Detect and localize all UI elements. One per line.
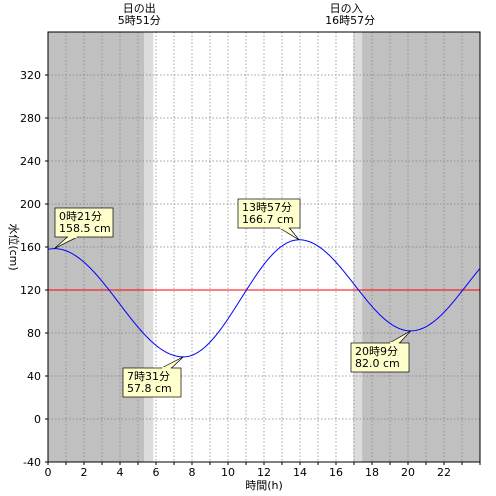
y-tick-label: 40 [27, 370, 41, 383]
axis-ticks: -40 0 40 80 120 160 200 240 280 320 0 2 4 6 8 10 12 14 16 1… [20, 69, 481, 479]
x-tick-label: 16 [329, 466, 343, 479]
callout-value-label: 158.5 cm [59, 222, 111, 235]
callout-time-label: 0時21分 [59, 210, 102, 223]
x-tick-label: 20 [401, 466, 415, 479]
series-line-layer [47, 239, 481, 358]
tide-line [47, 239, 481, 358]
callout-box [54, 207, 114, 238]
callout-box [237, 198, 301, 229]
callout-value-label: 166.7 cm [242, 213, 294, 226]
callout-joint [390, 342, 399, 344]
sunrise-time-label: 5時51分 [118, 14, 161, 27]
x-tick-label: 18 [365, 466, 379, 479]
x-axis-title: 時間(h) [245, 479, 283, 492]
x-tick-label: 22 [437, 466, 451, 479]
x-tick-label: 14 [293, 466, 307, 479]
callout-value-label: 82.0 cm [355, 357, 400, 370]
y-tick-label: 240 [20, 155, 41, 168]
y-tick-label: 0 [34, 413, 41, 426]
y-tick-label: 120 [20, 284, 41, 297]
callout-joint [280, 227, 289, 229]
sunset-label: 日の入 [330, 2, 363, 15]
callout-box [122, 367, 182, 398]
x-tick-label: 2 [81, 466, 88, 479]
x-tick-label: 0 [45, 466, 52, 479]
y-axis-title: 水位(cm) [7, 223, 21, 270]
sunset-time-label: 16時57分 [325, 14, 375, 27]
x-tick-label: 4 [117, 466, 124, 479]
callout-joint [162, 367, 171, 369]
x-tick-label: 10 [221, 466, 235, 479]
y-tick-label: 280 [20, 112, 41, 125]
callout-joint [68, 236, 77, 238]
y-tick-label: 320 [20, 69, 41, 82]
x-tick-label: 12 [257, 466, 271, 479]
y-tick-label: 200 [20, 198, 41, 211]
callout-pointer [278, 227, 300, 241]
sunrise-label: 日の出 [123, 1, 156, 15]
callout-time-label: 7時31分 [127, 370, 170, 383]
y-tick-label: -40 [23, 456, 41, 469]
y-tick-label: 160 [20, 241, 41, 254]
callout-box [350, 342, 410, 373]
callout-time-label: 13時57分 [242, 201, 292, 214]
x-tick-label: 8 [189, 466, 196, 479]
twilight-shade-morning [144, 32, 154, 462]
callout-time-label: 20時9分 [355, 345, 398, 358]
twilight-shade-evening [353, 32, 363, 462]
callout-value-label: 57.8 cm [127, 382, 172, 395]
callout-pointer [161, 356, 184, 369]
y-tick-label: 80 [27, 327, 41, 340]
x-tick-label: 6 [153, 466, 160, 479]
